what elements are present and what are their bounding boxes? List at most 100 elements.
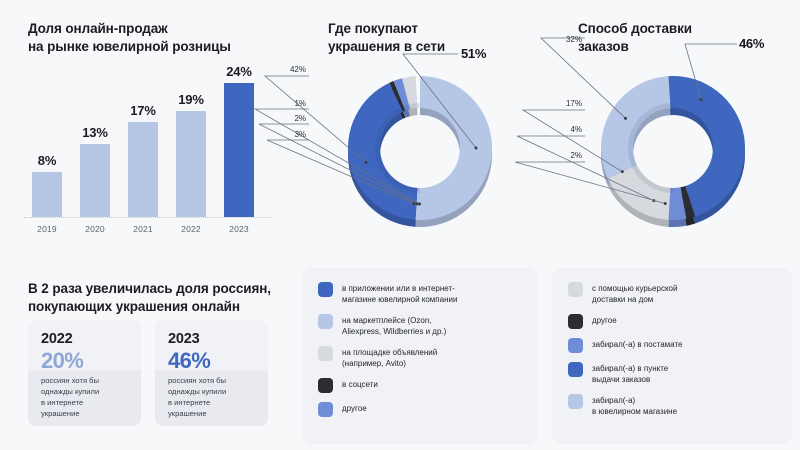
donut-value-callout: 3% — [266, 130, 416, 206]
callout-anchor-dot — [699, 98, 703, 102]
legend-delivery: с помощью курьерской доставки на дом друг… — [552, 268, 792, 444]
legend-where-buy-item[interactable]: на маркетплейсе (Ozon, Aliexpress, Wildb… — [318, 314, 526, 337]
donut-chart-panel-where-buy: Где покупают украшения в сети 51% 42% 1% 2%… — [253, 0, 545, 258]
legend-where-buy: в приложении или в интернет- магазине юв… — [302, 268, 538, 444]
bar-rect — [32, 172, 62, 217]
legend-swatch-icon — [318, 378, 333, 394]
legend-where-buy-item[interactable]: другое — [318, 402, 526, 418]
donut-segments — [601, 76, 746, 220]
bar-chart-title: Доля онлайн-продаж на рынке ювелирной ро… — [28, 21, 231, 55]
legend-delivery-label: другое — [592, 316, 617, 326]
bar-rect — [80, 144, 110, 217]
legend-swatch-icon — [568, 282, 583, 297]
callout-leader-line — [253, 108, 420, 205]
legend-swatch-icon — [568, 394, 583, 410]
bar-x-label: 2019 — [37, 224, 57, 234]
stat-card-year: 2023 — [168, 331, 200, 347]
donut-segment[interactable] — [347, 82, 418, 220]
stat-panel-title: В 2 раза увеличилась доля россиян, покуп… — [28, 281, 271, 315]
callout-value-label: 46% — [739, 36, 765, 51]
legend-where-buy-label: другое — [342, 404, 367, 414]
donut-value-callout: 2% — [514, 151, 667, 205]
donut-segment[interactable] — [607, 165, 671, 220]
bar-x-label: 2023 — [229, 224, 249, 234]
bar-value-label: 8% — [37, 153, 57, 168]
stat-card-percent: 20% — [41, 348, 84, 373]
legend-where-buy-item[interactable]: на площадке объявлений (например, Avito) — [318, 346, 526, 369]
callout-leader-line — [516, 135, 655, 201]
donut-value-callout: 46% — [684, 36, 765, 102]
legend-swatch-icon — [568, 314, 583, 330]
donut-segment[interactable] — [402, 76, 418, 110]
callout-value-label: 2% — [294, 114, 306, 123]
donut-mid-title: Где покупают украшения в сети — [328, 21, 446, 55]
donut-segment[interactable] — [415, 76, 492, 221]
legend-where-buy-label: в соцсети — [342, 380, 378, 390]
donut-right-graphic: 46% 32% 17% 4% 2% — [514, 35, 800, 258]
callout-value-label: 42% — [290, 65, 306, 74]
bar-rect — [128, 122, 158, 217]
legend-where-buy-label: в приложении или в интернет- магазине юв… — [342, 284, 458, 305]
stat-card-percent: 46% — [168, 348, 211, 373]
bar-x-label: 2020 — [85, 224, 105, 234]
donut-segment[interactable] — [668, 76, 746, 217]
callout-leader-line — [521, 109, 623, 173]
donut-inner-shadow — [375, 103, 420, 193]
donut-segment[interactable] — [393, 78, 411, 111]
donut-value-callout: 32% — [539, 35, 628, 120]
donut-value-callout: 1% — [253, 99, 422, 206]
bar-column: 19% — [176, 92, 206, 217]
legend-where-buy-label: на площадке объявлений (например, Avito) — [342, 348, 438, 369]
legend-swatch-icon — [318, 346, 333, 362]
callout-anchor-dot — [474, 146, 478, 150]
stat-card: 2023 46% россиян хотя бы однажды купили в … — [155, 320, 268, 426]
donut-value-callout: 42% — [263, 65, 368, 164]
callout-leader-line — [258, 123, 418, 205]
legend-delivery-item[interactable]: забирал(-а) в постамате — [568, 338, 780, 354]
callout-value-label: 1% — [294, 99, 306, 108]
legend-swatch-icon — [318, 402, 333, 418]
donut-segments — [347, 76, 492, 221]
bar-chart-panel: Доля онлайн-продаж на рынке ювелирной ро… — [0, 0, 295, 258]
donut-right-title: Способ доставки заказов — [578, 21, 692, 55]
callout-anchor-dot — [620, 170, 624, 174]
donut-segment[interactable] — [601, 76, 673, 179]
bar-x-label: 2022 — [181, 224, 201, 234]
bar-column: 13% — [80, 125, 110, 217]
donut-value-callout: 17% — [521, 99, 624, 174]
legend-delivery-label: забирал(-а) в пункте выдачи заказов — [592, 364, 669, 385]
donut-value-callout: 51% — [402, 46, 487, 150]
legend-delivery-label: с помощью курьерской доставки на дом — [592, 284, 678, 305]
legend-delivery-item[interactable]: забирал(-а) в ювелирном магазине — [568, 394, 780, 417]
bar-rect — [224, 83, 254, 217]
donut-mid-graphic: 51% 42% 1% 2% 3% — [253, 46, 545, 258]
legend-delivery-item[interactable]: забирал(-а) в пункте выдачи заказов — [568, 362, 780, 385]
legend-where-buy-item[interactable]: в соцсети — [318, 378, 526, 394]
callout-leader-line — [684, 43, 737, 100]
callout-leader-line — [402, 53, 477, 149]
callout-value-label: 51% — [461, 46, 487, 61]
legend-swatch-icon — [568, 338, 583, 354]
legend-delivery-label: забирал(-а) в постамате — [592, 340, 683, 350]
bar-column: 24% — [224, 64, 254, 217]
callout-leader-line — [539, 37, 626, 119]
legend-swatch-icon — [318, 314, 333, 330]
donut-segment[interactable] — [680, 186, 696, 219]
callout-anchor-dot — [663, 201, 667, 205]
callout-anchor-dot — [412, 202, 416, 206]
legend-delivery-item[interactable]: другое — [568, 314, 780, 330]
donut-segment[interactable] — [668, 187, 687, 220]
callout-anchor-dot — [364, 160, 368, 164]
donut-segment[interactable] — [389, 81, 406, 112]
stat-card-list: 2022 20% россиян хотя бы однажды купили в … — [28, 320, 268, 426]
legend-where-buy-item[interactable]: в приложении или в интернет- магазине юв… — [318, 282, 526, 305]
legend-swatch-icon — [318, 282, 333, 297]
legend-delivery-item[interactable]: с помощью курьерской доставки на дом — [568, 282, 780, 305]
callout-anchor-dot — [418, 202, 422, 206]
callout-value-label: 4% — [570, 125, 582, 134]
bar-value-label: 19% — [178, 92, 204, 107]
callout-leader-line — [263, 75, 367, 163]
callout-value-label: 32% — [566, 35, 582, 44]
bar-column: 17% — [128, 103, 158, 217]
